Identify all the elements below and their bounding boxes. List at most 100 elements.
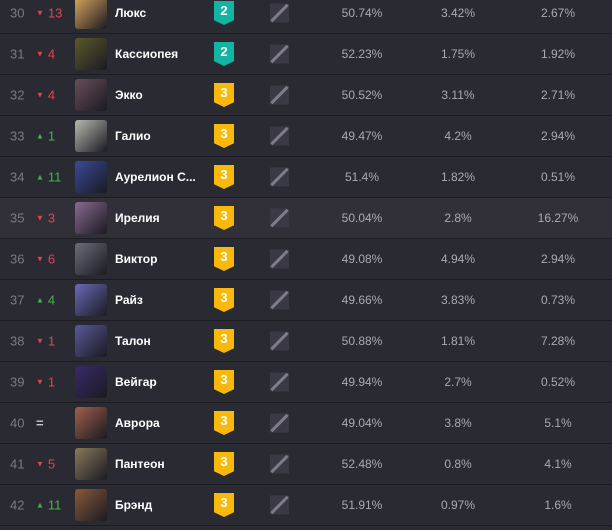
champion-name[interactable]: Виктор: [115, 252, 158, 266]
table-row[interactable]: 41 ▼ 5 Пантеон 3 52.48% 0.8% 4.1%: [0, 444, 612, 485]
tier-badge: 3: [214, 370, 234, 394]
ban-rate: 2.71%: [540, 88, 576, 102]
arrow-up-icon: ▲: [36, 172, 44, 182]
tier-badge: 3: [214, 452, 234, 476]
ban-rate: 7.28%: [540, 334, 576, 348]
tier-badge: 3: [214, 83, 234, 107]
champion-avatar[interactable]: [75, 243, 107, 275]
rank-change: ▼ 13: [36, 6, 62, 21]
rank: 36: [10, 251, 25, 267]
tier-badge: 2: [214, 1, 234, 25]
champion-avatar[interactable]: [75, 0, 107, 29]
role-placeholder-icon: [270, 167, 289, 187]
champion-name[interactable]: Райз: [115, 293, 143, 307]
role-placeholder-icon: [270, 372, 289, 392]
rank-change-value: 6: [47, 251, 56, 267]
table-row[interactable]: 33 ▲ 1 Галио 3 49.47% 4.2% 2.94%: [0, 116, 612, 157]
table-row[interactable]: 37 ▲ 4 Райз 3 49.66% 3.83% 0.73%: [0, 280, 612, 321]
champion-name[interactable]: Вейгар: [115, 375, 157, 389]
rank: 40: [10, 415, 25, 431]
champion-name[interactable]: Брэнд: [115, 498, 153, 512]
champion-avatar[interactable]: [75, 202, 107, 234]
rank: 37: [10, 292, 25, 308]
champion-avatar[interactable]: [75, 161, 107, 193]
table-row[interactable]: 42 ▲ 11 Брэнд 3 51.91% 0.97% 1.6%: [0, 485, 612, 526]
arrow-down-icon: ▼: [36, 254, 44, 264]
table-row[interactable]: 36 ▼ 6 Виктор 3 49.08% 4.94% 2.94%: [0, 239, 612, 280]
win-rate: 52.48%: [341, 457, 383, 471]
table-row[interactable]: 30 ▼ 13 Люкс 2 50.74% 3.42% 2.67%: [0, 0, 612, 34]
rank: 32: [10, 87, 25, 103]
win-rate: 49.04%: [341, 416, 383, 430]
tier-badge: 3: [214, 247, 234, 271]
ban-rate: 0.51%: [540, 170, 576, 184]
rank-change: ▼ 5: [36, 457, 55, 472]
ban-rate: 16.27%: [537, 211, 579, 225]
pick-rate: 0.97%: [440, 498, 476, 512]
champion-avatar[interactable]: [75, 79, 107, 111]
tier-badge: 3: [214, 124, 234, 148]
rank-change: ▼ 1: [36, 334, 55, 349]
champion-avatar[interactable]: [75, 325, 107, 357]
champion-name[interactable]: Талон: [115, 334, 151, 348]
rank-change-value: 4: [47, 46, 56, 62]
role-placeholder-icon: [270, 413, 289, 433]
ban-rate: 0.52%: [540, 375, 576, 389]
champion-avatar[interactable]: [75, 38, 107, 70]
table-row[interactable]: 35 ▼ 3 Ирелия 3 50.04% 2.8% 16.27%: [0, 198, 612, 239]
role-placeholder-icon: [270, 331, 289, 351]
table-row[interactable]: 38 ▼ 1 Талон 3 50.88% 1.81% 7.28%: [0, 321, 612, 362]
table-row[interactable]: 34 ▲ 11 Аурелион С... 3 51.4% 1.82% 0.51%: [0, 157, 612, 198]
role-placeholder-icon: [270, 85, 289, 105]
champion-name[interactable]: Аурелион С...: [115, 170, 196, 184]
role-placeholder-icon: [270, 126, 289, 146]
champion-name[interactable]: Галио: [115, 129, 151, 143]
rank-change-value: 11: [47, 169, 62, 185]
champion-name[interactable]: Ирелия: [115, 211, 160, 225]
role-placeholder-icon: [270, 3, 289, 23]
ban-rate: 4.1%: [544, 457, 572, 471]
tier-badge: 3: [214, 411, 234, 435]
role-placeholder-icon: [270, 495, 289, 515]
arrow-down-icon: ▼: [36, 213, 44, 223]
rank-change-value: 13: [47, 5, 63, 21]
ban-rate: 0.73%: [540, 293, 576, 307]
rank: 38: [10, 333, 25, 349]
champion-avatar[interactable]: [75, 120, 107, 152]
ban-rate: 2.67%: [540, 6, 576, 20]
rank-change: ▼ 3: [36, 211, 55, 226]
champion-avatar[interactable]: [75, 284, 107, 316]
arrow-up-icon: ▲: [36, 131, 44, 141]
tier-badge: 3: [214, 493, 234, 517]
champion-name[interactable]: Люкс: [115, 6, 147, 20]
table-row[interactable]: 32 ▼ 4 Экко 3 50.52% 3.11% 2.71%: [0, 75, 612, 116]
ban-rate: 2.94%: [540, 252, 576, 266]
rank-change-value: 1: [47, 374, 56, 390]
champion-avatar[interactable]: [75, 448, 107, 480]
table-row[interactable]: 31 ▼ 4 Кассиопея 2 52.23% 1.75% 1.92%: [0, 34, 612, 75]
arrow-down-icon: ▼: [36, 49, 44, 59]
rank-change-value: 4: [47, 292, 56, 308]
arrow-down-icon: ▼: [36, 459, 44, 469]
champion-name[interactable]: Экко: [115, 88, 143, 102]
arrow-down-icon: ▼: [36, 377, 44, 387]
pick-rate: 2.8%: [444, 211, 472, 225]
pick-rate: 3.11%: [441, 88, 475, 102]
win-rate: 49.94%: [341, 375, 383, 389]
win-rate: 50.74%: [341, 6, 383, 20]
champion-name[interactable]: Аврора: [115, 416, 160, 430]
champion-name[interactable]: Кассиопея: [115, 47, 179, 61]
pick-rate: 4.94%: [440, 252, 476, 266]
champion-avatar[interactable]: [75, 489, 107, 521]
rank: 31: [10, 46, 25, 62]
champion-avatar[interactable]: [75, 366, 107, 398]
win-rate: 52.23%: [341, 47, 383, 61]
table-row[interactable]: 40 = Аврора 3 49.04% 3.8% 5.1%: [0, 403, 612, 444]
table-row[interactable]: 39 ▼ 1 Вейгар 3 49.94% 2.7% 0.52%: [0, 362, 612, 403]
pick-rate: 0.8%: [444, 457, 472, 471]
rank: 30: [10, 5, 25, 21]
rank-change: ▲ 1: [36, 129, 55, 144]
champion-avatar[interactable]: [75, 407, 107, 439]
champion-name[interactable]: Пантеон: [115, 457, 165, 471]
